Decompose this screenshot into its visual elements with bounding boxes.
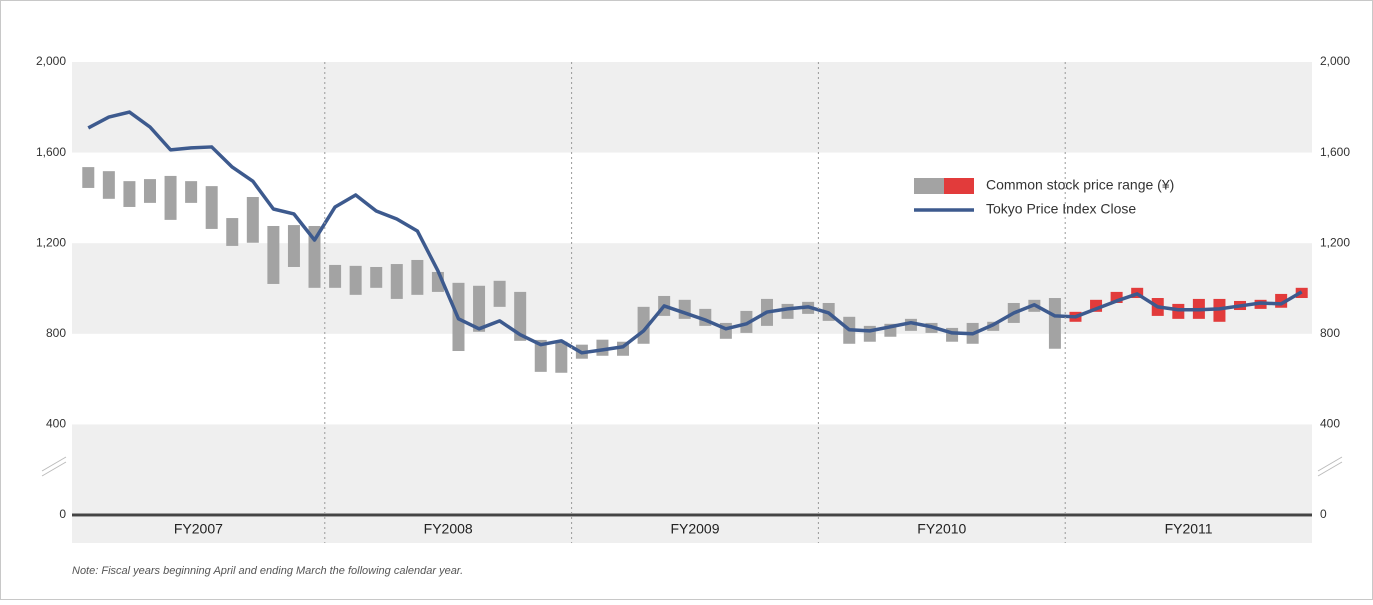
price-range-bar: [1110, 291, 1123, 303]
price-range-bar: [226, 218, 239, 246]
fiscal-year-label: FY2011: [1165, 521, 1213, 537]
note: Note: Fiscal years beginning April and e…: [72, 565, 463, 577]
axis-break: [1317, 456, 1343, 472]
price-range-bar: [246, 196, 259, 243]
category-strip: [72, 517, 1312, 543]
fiscal-year-label: FY2007: [174, 521, 223, 537]
y2-tick-label: 400: [1320, 417, 1340, 431]
y-tick-label: 2,000: [36, 54, 66, 68]
price-range-bar: [82, 167, 95, 188]
price-range-bar: [102, 171, 115, 199]
axis-break: [1317, 461, 1343, 477]
y2-tick-label: 0: [1320, 507, 1327, 521]
y-tick-label: 0: [59, 507, 66, 521]
legend-swatch: [944, 178, 974, 194]
fiscal-year-label: FY2008: [424, 521, 473, 537]
legend-label: Tokyo Price Index Close: [986, 201, 1136, 217]
price-range-bar: [123, 181, 136, 207]
price-range-bar: [287, 225, 300, 267]
y-tick-label: 800: [46, 326, 66, 340]
price-range-bar: [473, 285, 486, 332]
price-range-bar: [514, 291, 527, 341]
y-tick-label: 1,200: [36, 235, 66, 249]
index-line: [87, 110, 1303, 355]
price-range-bar: [534, 339, 547, 372]
price-range-bar: [205, 186, 218, 229]
price-range-bar: [267, 225, 280, 284]
legend-label: Common stock price range (¥): [986, 177, 1174, 193]
y-tick-label: 400: [46, 417, 66, 431]
y2-tick-label: 2,000: [1320, 54, 1350, 68]
grid-band: [72, 424, 1312, 515]
axis-break: [41, 456, 67, 472]
axis-break: [41, 461, 67, 477]
price-range-bar: [164, 175, 177, 220]
legend-swatch: [914, 178, 944, 194]
price-range-bar: [185, 181, 198, 203]
price-range-bar: [493, 280, 506, 307]
price-range-bar: [308, 225, 321, 288]
price-range-bar: [555, 341, 568, 373]
fiscal-year-label: FY2010: [917, 521, 966, 537]
price-range-bar: [390, 264, 403, 299]
grid-band: [72, 62, 1312, 153]
price-range-bar: [781, 303, 794, 319]
price-range-bar: [1048, 298, 1061, 349]
y-tick-label: 1,600: [36, 145, 66, 159]
y2-tick-label: 800: [1320, 326, 1340, 340]
price-range-bar: [370, 266, 383, 288]
y2-tick-label: 1,600: [1320, 145, 1350, 159]
grid-band: [72, 243, 1312, 334]
price-range-bar: [349, 265, 362, 295]
price-range-bar: [143, 179, 156, 203]
price-range-bar: [411, 259, 424, 295]
fiscal-year-label: FY2009: [670, 521, 719, 537]
y2-tick-label: 1,200: [1320, 235, 1350, 249]
price-range-bar: [329, 264, 342, 288]
